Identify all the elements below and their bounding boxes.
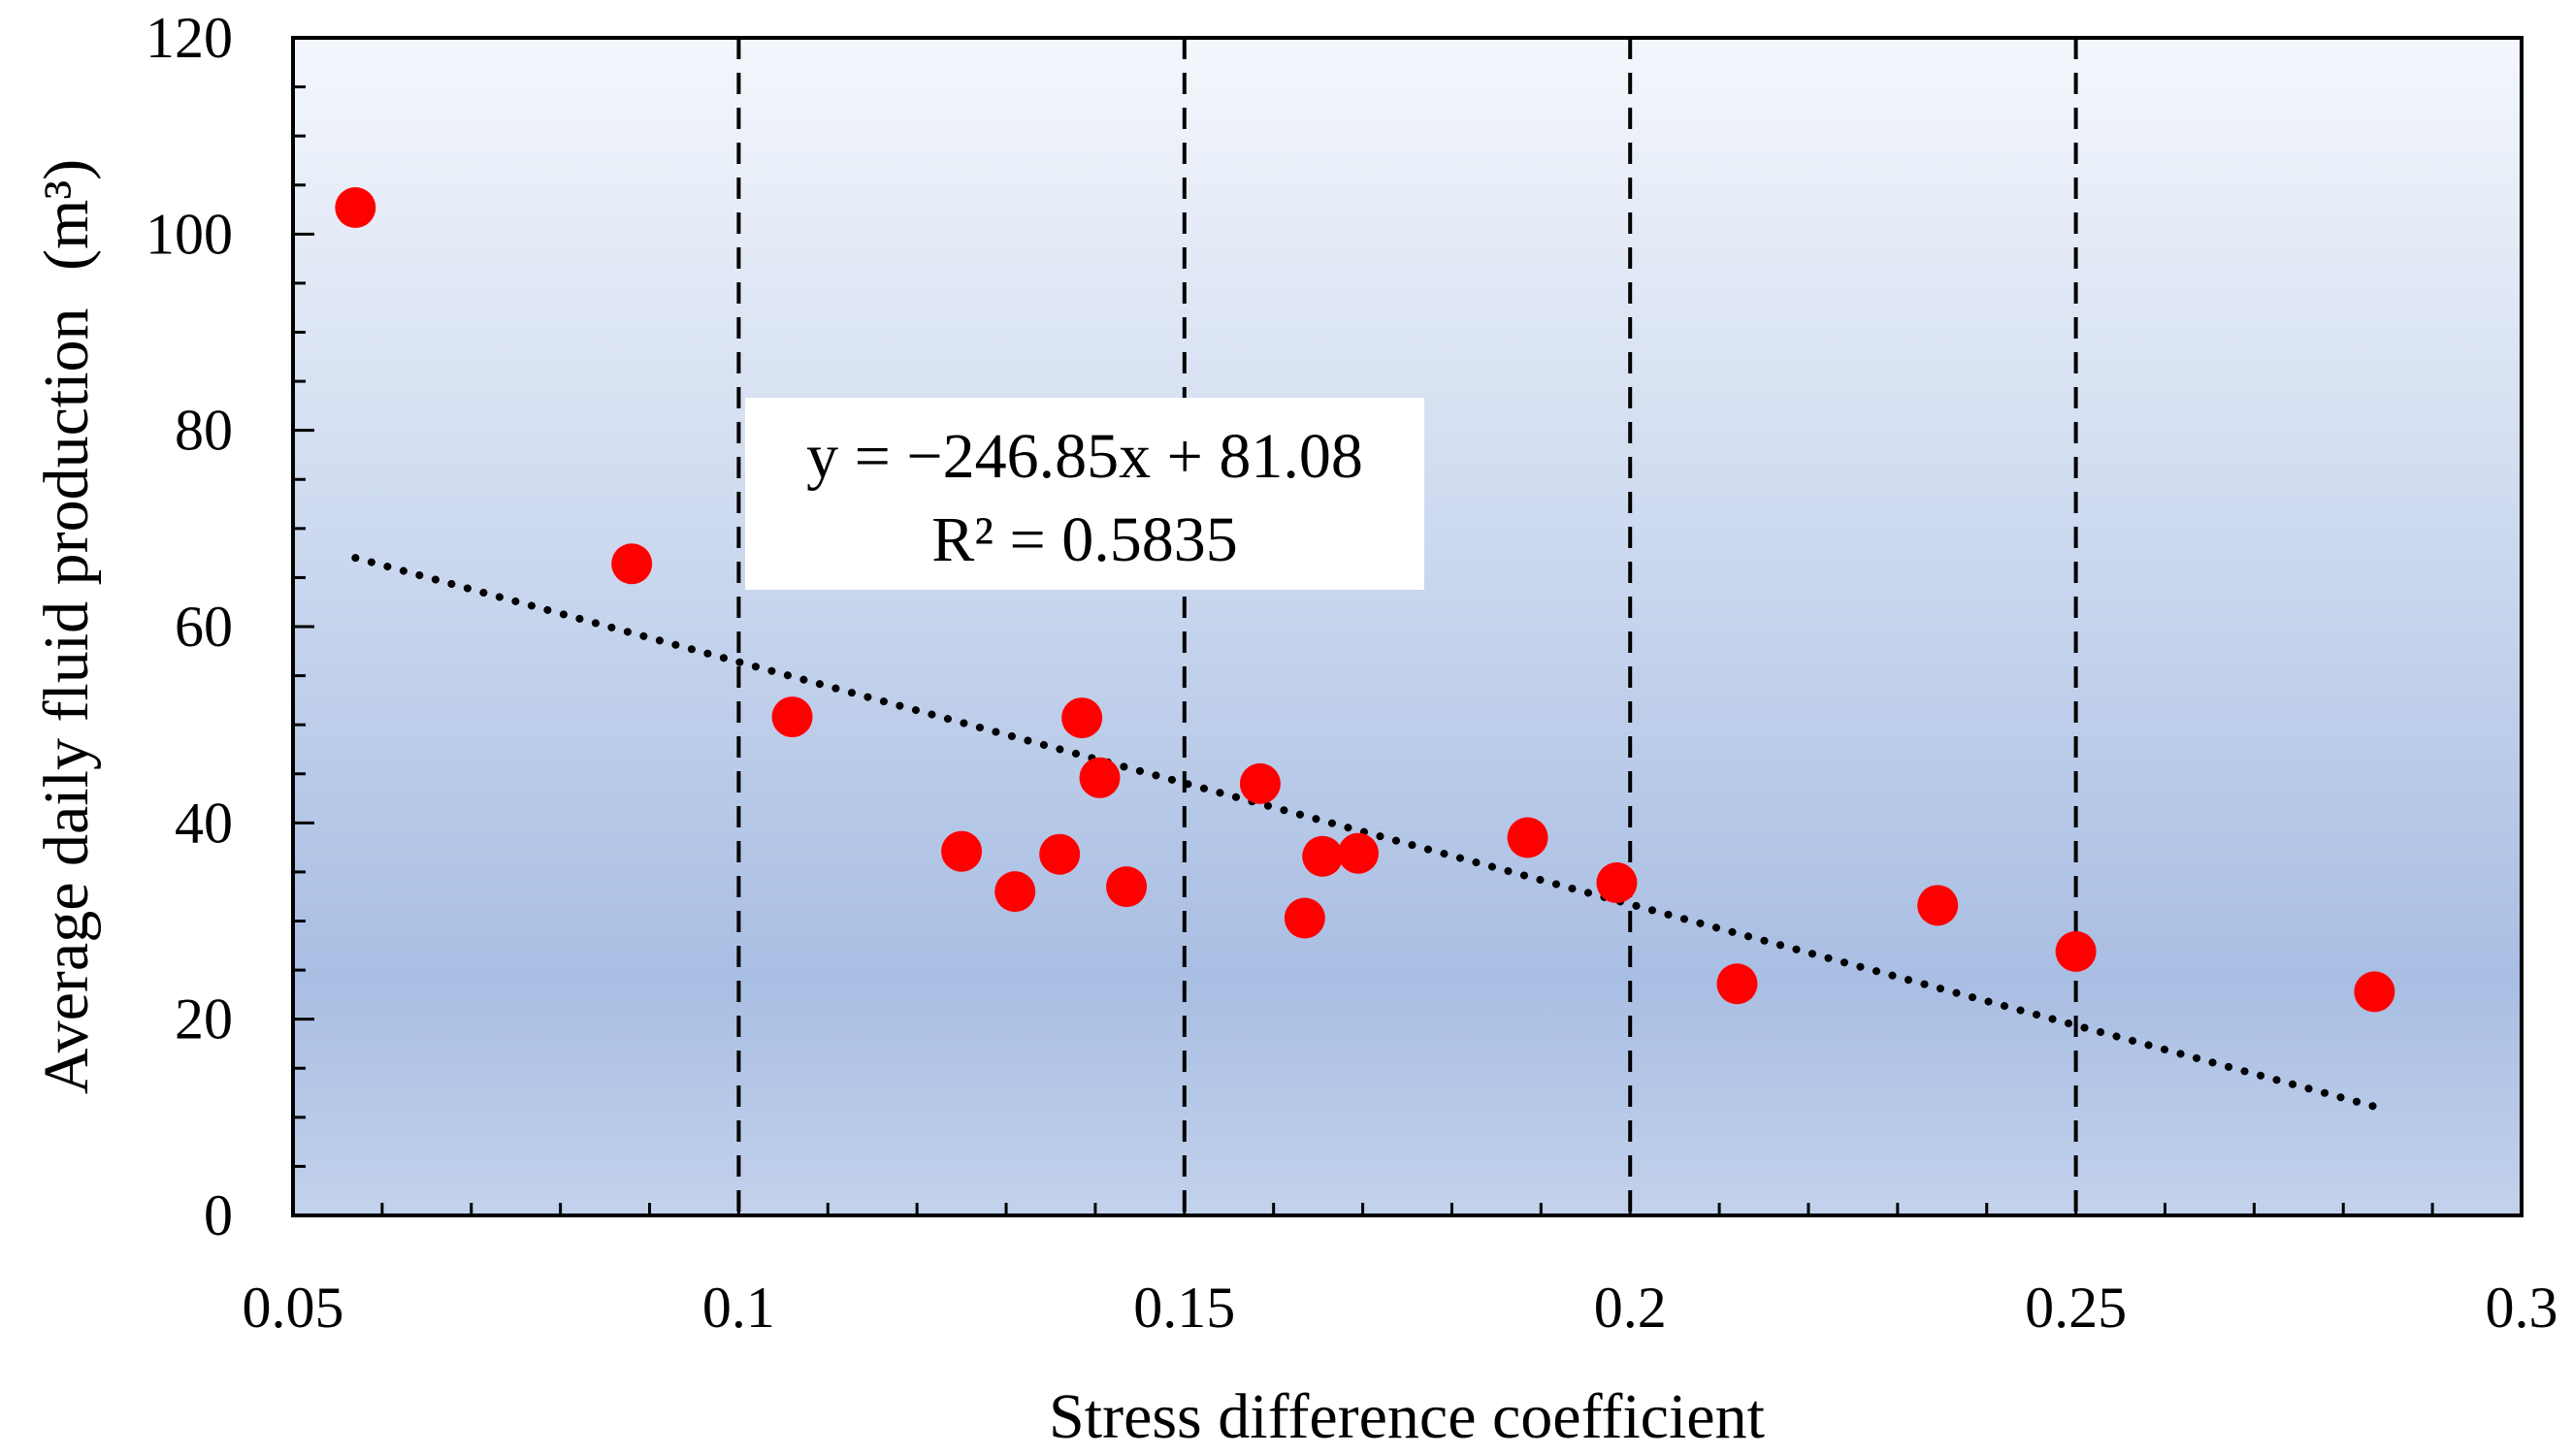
data-point xyxy=(2055,930,2097,972)
trendline-r-squared: R² = 0.5835 xyxy=(931,504,1238,575)
data-point xyxy=(1917,885,1959,926)
trendline-group xyxy=(351,554,2379,1111)
trendline xyxy=(351,554,2379,1111)
data-points xyxy=(335,187,2395,1013)
data-point xyxy=(1596,862,1638,904)
y-axis-title-unit: (m³) xyxy=(31,159,102,271)
y-tick-label: 120 xyxy=(146,6,233,70)
x-tick-label: 0.25 xyxy=(2025,1276,2127,1340)
data-point xyxy=(335,187,376,229)
data-point xyxy=(1039,833,1081,875)
x-tick-label: 0.05 xyxy=(243,1276,344,1340)
data-point xyxy=(1716,963,1758,1005)
x-tick-label: 0.1 xyxy=(702,1276,775,1340)
data-point xyxy=(1284,897,1325,939)
y-tick-label: 60 xyxy=(175,595,233,659)
y-tick-label: 20 xyxy=(175,987,233,1052)
x-tick-label: 0.3 xyxy=(2486,1276,2558,1340)
data-point xyxy=(1302,835,1344,877)
x-tick-label: 0.2 xyxy=(1594,1276,1667,1340)
data-point xyxy=(941,830,983,872)
data-point xyxy=(2354,971,2395,1013)
y-axis-ticks: 0 20 40 60 80 100 120 xyxy=(146,6,314,1247)
data-point xyxy=(1239,762,1281,804)
y-tick-label: 100 xyxy=(146,202,233,266)
x-tick-label: 0.15 xyxy=(1133,1276,1235,1340)
data-point xyxy=(1337,832,1379,874)
y-axis-title-text: Average daily fluid production xyxy=(31,307,102,1094)
y-tick-label: 40 xyxy=(175,791,233,855)
equation-box: y = −246.85x + 81.08 R² = 0.5835 xyxy=(745,398,1424,590)
plot-area-background xyxy=(293,38,2522,1215)
y-tick-label: 0 xyxy=(204,1183,233,1247)
equation-box-background xyxy=(745,398,1424,590)
y-tick-label: 80 xyxy=(175,399,233,463)
x-axis-title: Stress difference coefficient xyxy=(1049,1381,1765,1452)
x-axis-ticks: 0.05 0.1 0.15 0.2 0.25 0.3 xyxy=(243,1194,2558,1340)
data-point xyxy=(994,871,1036,913)
data-point xyxy=(1061,697,1103,739)
y-axis-title: Average daily fluid production (m³) xyxy=(31,159,102,1094)
vertical-dashed-lines xyxy=(736,38,2078,1215)
data-point xyxy=(611,543,653,585)
trendline-equation: y = −246.85x + 81.08 xyxy=(806,421,1363,492)
data-point xyxy=(1106,866,1148,908)
data-point xyxy=(771,696,813,738)
data-point xyxy=(1507,817,1548,858)
data-point xyxy=(1079,757,1121,798)
